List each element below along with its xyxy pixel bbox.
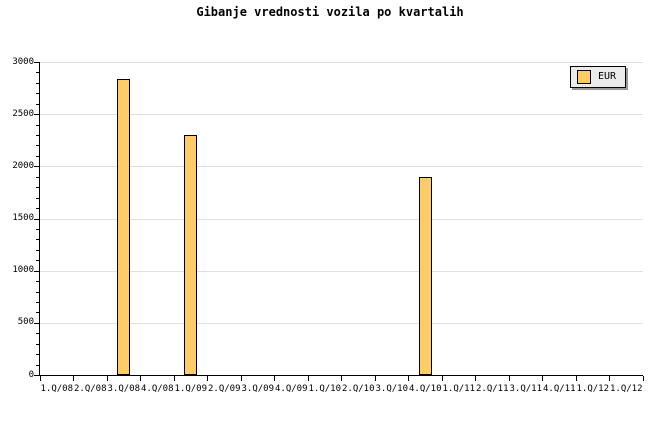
x-axis-label: 2.Q/09 [207, 384, 241, 394]
x-tick [408, 376, 409, 381]
x-axis-label: 3.Q/11 [509, 384, 543, 394]
x-axis-label: 4.Q/08 [140, 384, 174, 394]
x-axis-label: 2.Q/10 [341, 384, 375, 394]
y-minor-tick [36, 364, 39, 366]
y-minor-tick [36, 260, 39, 262]
x-tick [341, 376, 342, 381]
y-major-tick [34, 375, 39, 376]
y-axis-label: 500 [17, 317, 34, 328]
y-major-tick [34, 322, 39, 324]
x-tick [39, 376, 41, 381]
y-minor-tick [36, 187, 39, 189]
x-tick [542, 376, 543, 381]
y-axis-label: 3000 [12, 56, 34, 67]
y-minor-tick [36, 124, 39, 126]
x-tick [307, 376, 309, 381]
y-major-tick [34, 270, 39, 272]
x-axis-label: 2.Q/11 [475, 384, 509, 394]
gridline-1500 [40, 218, 643, 220]
x-tick [140, 376, 141, 381]
y-minor-tick [36, 333, 39, 335]
x-tick [374, 376, 376, 381]
y-minor-tick [36, 197, 39, 199]
x-tick [173, 376, 175, 381]
x-axis-label: 3.Q/09 [241, 384, 275, 394]
gridline-3000 [40, 62, 643, 63]
x-tick [106, 376, 108, 381]
y-minor-tick [36, 82, 39, 84]
y-minor-tick [36, 135, 39, 137]
x-tick [274, 376, 275, 381]
y-major-tick [34, 114, 39, 116]
gridline-500 [40, 322, 643, 324]
y-minor-tick [36, 103, 39, 105]
x-tick [575, 376, 577, 381]
x-axis-label: 1.Q/11 [442, 384, 476, 394]
x-tick [642, 376, 644, 381]
bar-4.Q/10 [418, 177, 432, 375]
x-tick [240, 376, 242, 381]
y-minor-tick [36, 72, 39, 74]
x-tick [73, 376, 74, 381]
x-axis-label: 2.Q/08 [73, 384, 107, 394]
x-tick [441, 376, 443, 381]
y-minor-tick [36, 291, 39, 293]
legend: EUR [570, 66, 626, 88]
y-minor-tick [36, 155, 39, 157]
x-axis-label: 1.Q/10 [308, 384, 342, 394]
y-major-tick [34, 218, 39, 220]
y-major-tick [34, 166, 39, 168]
y-minor-tick [36, 239, 39, 241]
y-minor-tick [36, 354, 39, 356]
legend-swatch-icon [577, 70, 591, 84]
gridline-1000 [40, 270, 643, 272]
y-major-tick [34, 62, 39, 63]
y-minor-tick [36, 145, 39, 147]
x-axis-label: 1.Q/09 [174, 384, 208, 394]
gridline-2000 [40, 166, 643, 168]
x-axis-label: 3.Q/10 [375, 384, 409, 394]
plot-area [34, 62, 644, 381]
x-tick [207, 376, 208, 381]
y-axis-line [39, 62, 40, 376]
y-axis-label: 1500 [12, 213, 34, 223]
y-minor-tick [36, 343, 39, 345]
x-axis-label: 3.Q/08 [107, 384, 141, 394]
x-axis-line [39, 375, 643, 376]
y-minor-tick [36, 312, 39, 314]
x-axis-label: 4.Q/10 [408, 384, 442, 394]
x-axis-label: 1.Q/08 [40, 384, 74, 394]
y-axis-label: 2000 [12, 160, 34, 171]
y-minor-tick [36, 281, 39, 283]
x-axis-label: 1.Q/12 [576, 384, 610, 394]
x-tick [475, 376, 476, 381]
gridline-2500 [40, 114, 643, 116]
x-axis-label: 4.Q/09 [274, 384, 308, 394]
y-axis-label: 0 [28, 369, 34, 380]
bar-1.Q/09 [184, 135, 198, 375]
y-minor-tick [36, 176, 39, 178]
y-minor-tick [36, 249, 39, 251]
y-minor-tick [36, 228, 39, 230]
x-tick [609, 376, 610, 381]
x-tick [508, 376, 510, 381]
y-axis-label: 1000 [12, 265, 34, 276]
chart-title: Gibanje vrednosti vozila po kvartalih [196, 5, 464, 19]
y-axis-label: 2500 [12, 108, 34, 119]
bar-3.Q/08 [117, 79, 131, 375]
x-axis-label: 1.Q/12 [609, 384, 643, 394]
y-minor-tick [36, 301, 39, 303]
legend-label: EUR [598, 71, 617, 82]
y-minor-tick [36, 208, 39, 210]
x-axis-label: 4.Q/11 [542, 384, 576, 394]
y-minor-tick [36, 93, 39, 95]
